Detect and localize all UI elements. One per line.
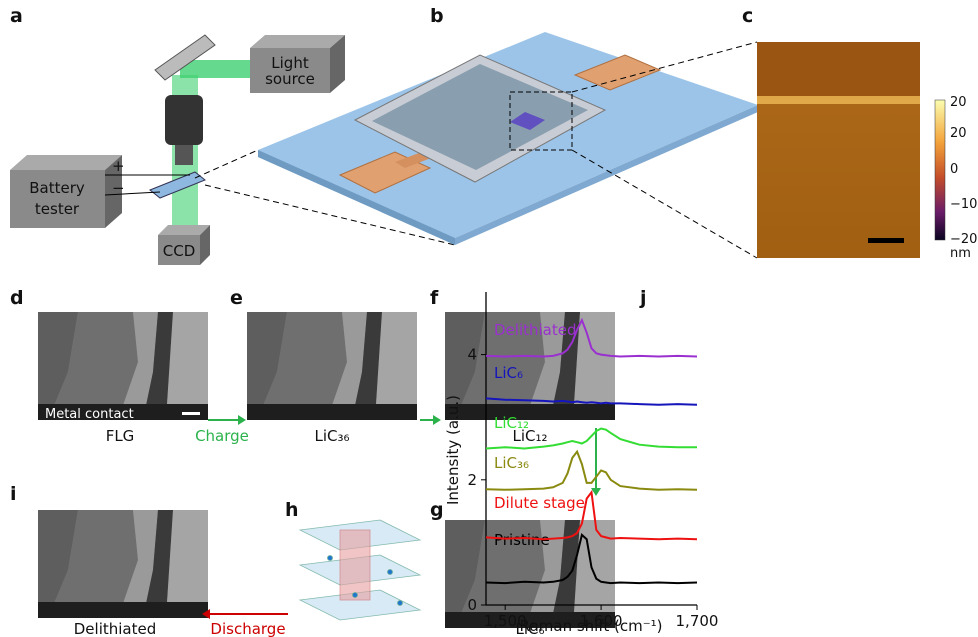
optical-image [38,510,208,618]
arrow-label: Charge [195,427,249,445]
x-tick-label: 1,600 [580,612,623,630]
panel-label: a [10,5,23,27]
optical-image [38,312,208,420]
panel-label: i [10,483,17,505]
y-tick-label: 2 [467,471,477,489]
setup-label: Battery [29,179,85,197]
colorbar-tick: 20 [950,126,967,141]
lattice-drawing [300,520,420,620]
series-label: Delithiated [494,321,577,339]
setup-label: − [112,179,125,197]
image-label: Metal contact [45,407,134,422]
panel-label: c [742,5,753,27]
setup-label: source [265,70,315,88]
panel-label: j [639,287,647,309]
panel-label: f [430,287,439,309]
state-label: LiC₃₆ [314,427,349,445]
afm-image [757,42,945,258]
y-tick-label: 0 [467,596,477,614]
series-label: LiC₁₂ [494,414,529,432]
panel-label: d [10,287,24,309]
colorbar-tick: 0 [950,162,958,177]
colorbar-tick: 20 [950,95,967,110]
setup-label: + [112,157,125,175]
colorbar-tick: −10 [950,197,977,212]
series-label: LiC₃₆ [494,454,529,472]
panel-label: h [285,499,299,521]
x-tick-label: 1,700 [676,612,719,630]
colorbar-unit: nm [950,246,971,261]
panel-label: e [230,287,243,309]
panel-label: b [430,5,444,27]
setup-label: tester [35,200,80,218]
scale-bar [182,412,200,415]
state-label: FLG [106,427,135,445]
arrow [202,609,288,619]
state-label: Delithiated [74,620,157,637]
arrow-label: Discharge [210,620,285,637]
setup-label: CCD [163,242,196,260]
y-axis-label: Intensity (a.u.) [444,395,462,505]
optical-image [247,312,417,420]
series-label: LiC₆ [494,364,523,382]
colorbar-tick: −20 [950,232,977,247]
panel-label: g [430,499,444,521]
figure: a b c d e f g h i j Light source Battery… [0,0,978,637]
series-label: Dilute stage [494,494,585,512]
x-tick-label: 1,500 [484,612,527,630]
y-tick-label: 4 [467,346,477,364]
